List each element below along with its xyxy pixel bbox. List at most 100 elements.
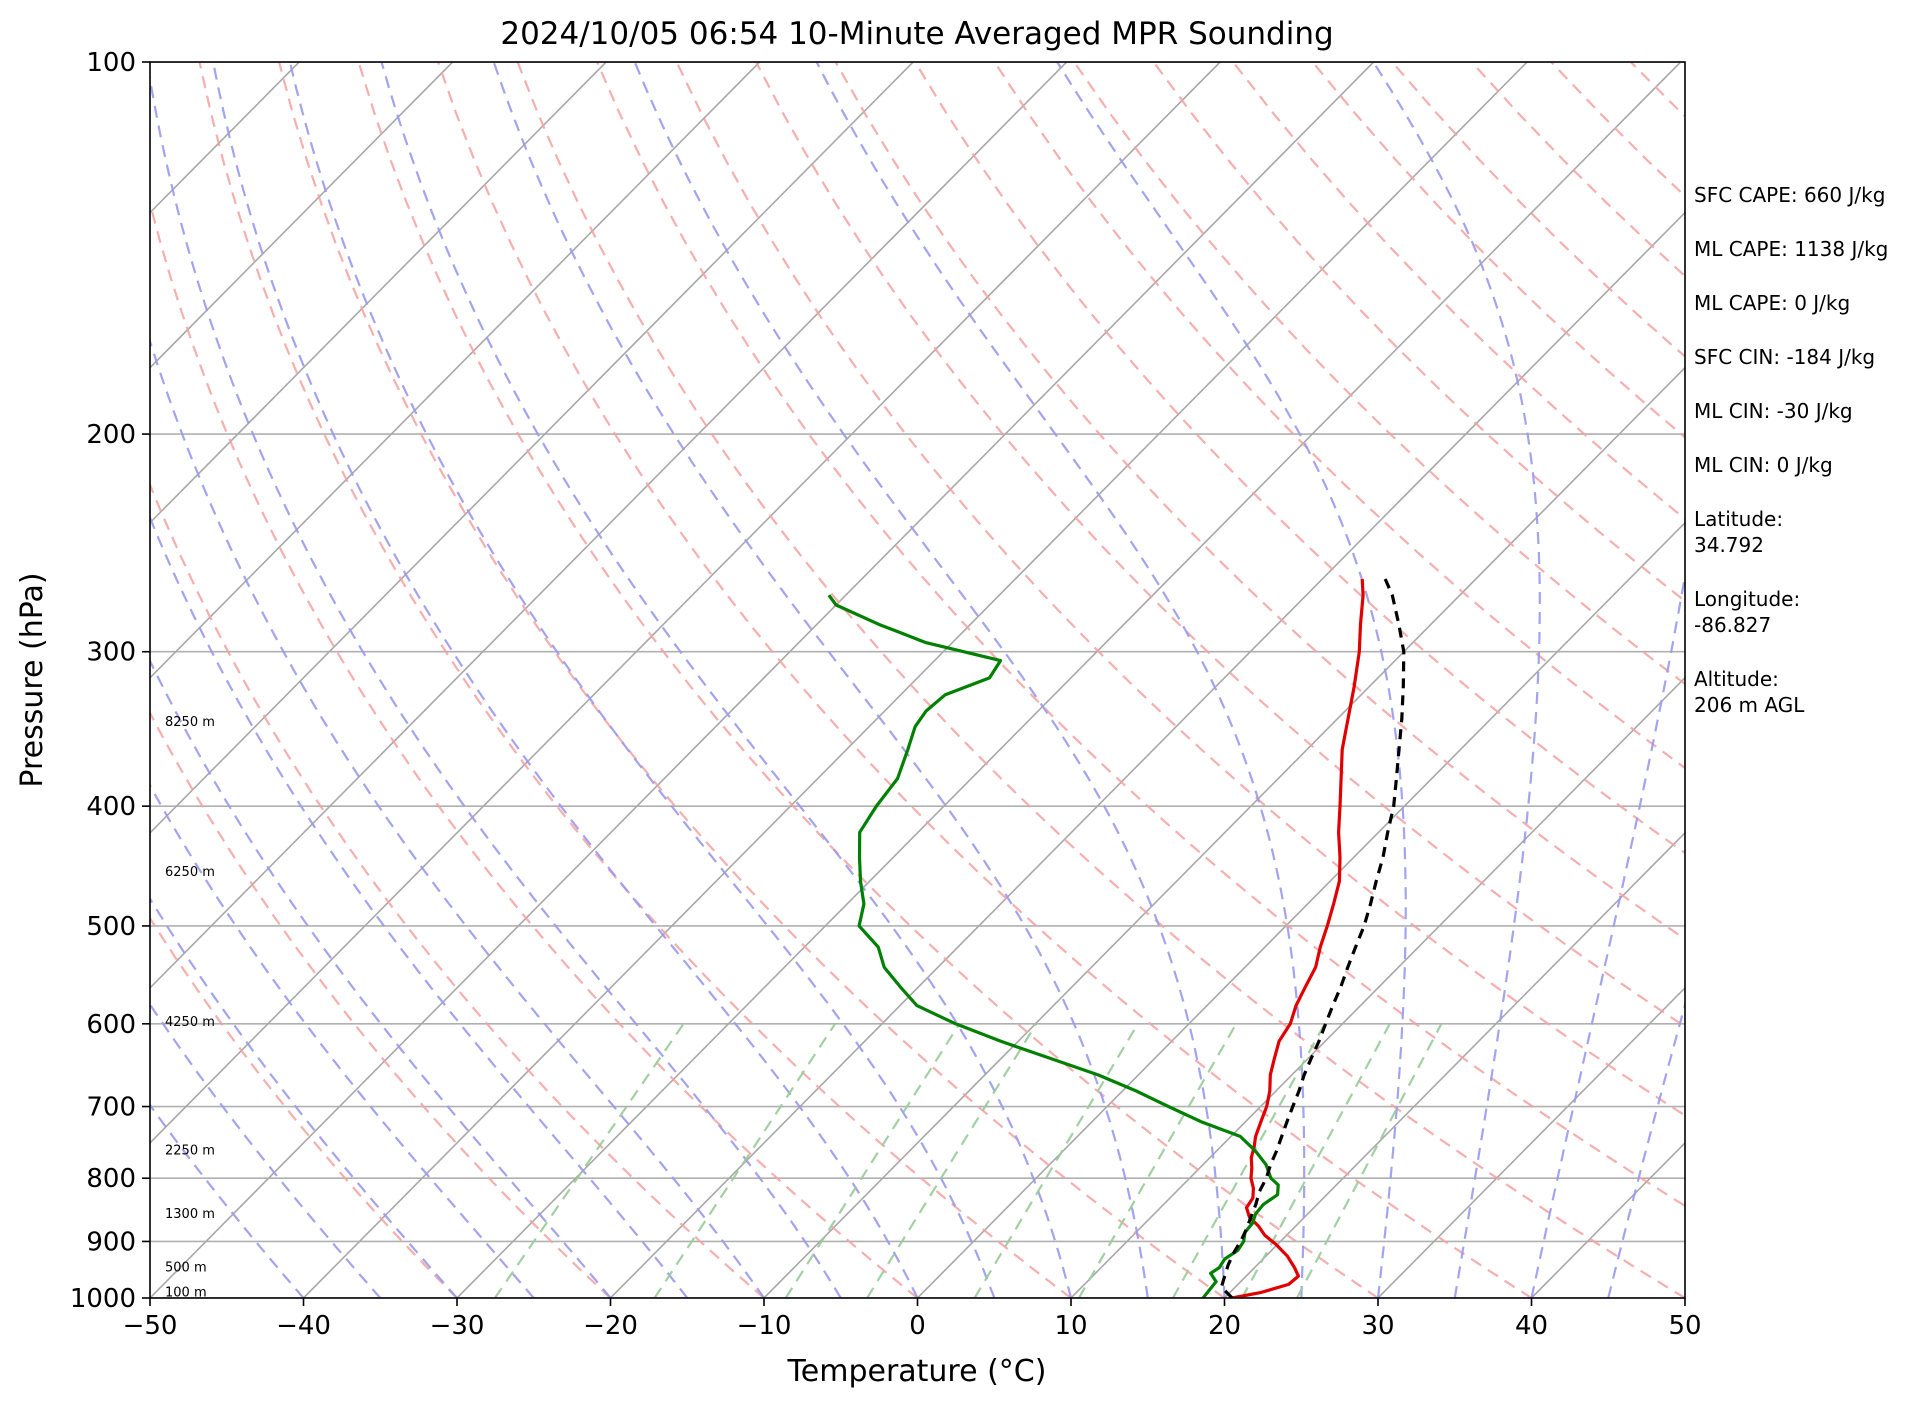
x-tick-label: −30 xyxy=(430,1311,485,1341)
info-value: 206 m AGL xyxy=(1694,693,1805,717)
info-item: ML CAPE: 0 J/kg xyxy=(1694,291,1850,315)
isotherm-line xyxy=(456,62,1682,1298)
y-tick-label: 200 xyxy=(86,420,136,450)
moist-adiabat-line xyxy=(1530,569,1685,1298)
x-tick-label: 50 xyxy=(1668,1311,1701,1341)
dry-adiabat-line xyxy=(993,62,1685,770)
mixing-ratio-line xyxy=(784,1023,961,1298)
height-label: 6250 m xyxy=(165,865,215,880)
x-tick-label: −20 xyxy=(583,1311,638,1341)
height-labels-layer: 100 m 500 m 1300 m 2250 m 4250 m 6250 m 8250 m xyxy=(165,715,215,1301)
moist-adiabat-line xyxy=(212,62,919,1298)
isotherm-line xyxy=(150,62,761,679)
mixing-ratio-line xyxy=(1241,1023,1391,1298)
dry-adiabat-line xyxy=(150,199,919,1298)
isotherm-line xyxy=(150,62,1221,1145)
dry-adiabat-line xyxy=(1152,62,1685,603)
info-value: 34.792 xyxy=(1694,533,1764,557)
isotherm-line xyxy=(150,62,607,524)
moist-adiabat-line xyxy=(492,62,1149,1298)
dry-adiabat-line xyxy=(150,481,765,1298)
y-tick-label: 400 xyxy=(86,792,136,822)
moist-adiabat-line xyxy=(380,62,1073,1298)
dry-adiabat-line xyxy=(1073,62,1685,686)
grid-layer xyxy=(150,62,1685,1298)
dry-adiabat-line xyxy=(150,916,458,1298)
moist-adiabat-line xyxy=(815,62,1306,1298)
isotherm-line xyxy=(1377,986,1685,1298)
dry-adiabat-line xyxy=(198,62,1072,1298)
moist-adiabat-line xyxy=(150,896,458,1298)
dry-adiabat-line xyxy=(150,710,612,1298)
x-axis-label: Temperature (°C) xyxy=(787,1354,1047,1389)
height-label: 500 m xyxy=(165,1261,207,1276)
y-tick-label: 1000 xyxy=(70,1284,136,1314)
info-item: Latitude: xyxy=(1694,507,1783,531)
x-tick-label: −10 xyxy=(737,1311,792,1341)
moist-adiabat-line xyxy=(150,1002,382,1298)
isotherm-line xyxy=(302,62,1528,1298)
moist-adiabat-line xyxy=(150,337,765,1298)
x-tick-label: −40 xyxy=(276,1311,331,1341)
reference-lines-layer xyxy=(150,62,1685,1298)
dry-adiabat-line xyxy=(357,62,1379,1298)
tick-layer: −50 −40 −30 −20 −10 0 10 20 30 40 50 100 200 300 400 50… xyxy=(70,48,1702,1341)
info-item: ML CAPE: 1138 J/kg xyxy=(1694,237,1888,261)
moist-adiabat-line xyxy=(1607,1000,1685,1298)
y-axis-label: Pressure (hPa) xyxy=(15,572,50,787)
mixing-ratio-line xyxy=(494,1023,685,1298)
info-item: SFC CIN: -184 J/kg xyxy=(1694,345,1875,369)
isotherm-line xyxy=(150,62,1375,1298)
isotherm-line xyxy=(150,62,454,369)
dewpoint-line xyxy=(827,594,1280,1298)
info-item: Altitude: xyxy=(1694,667,1779,691)
height-label: 8250 m xyxy=(165,715,215,730)
isotherm-line xyxy=(1223,831,1685,1298)
dry-adiabat-line xyxy=(278,62,1226,1298)
info-value: -86.827 xyxy=(1694,613,1771,637)
y-tick-label: 700 xyxy=(86,1093,136,1123)
x-tick-label: 0 xyxy=(909,1311,926,1341)
x-tick-label: 30 xyxy=(1361,1311,1394,1341)
isotherm-line xyxy=(916,521,1685,1298)
dry-adiabat-line xyxy=(834,62,1685,941)
y-tick-label: 500 xyxy=(86,912,136,942)
temperature-line xyxy=(1231,578,1365,1298)
mixing-ratio-line xyxy=(973,1023,1139,1298)
moist-adiabat-line xyxy=(1372,62,1541,1298)
dry-adiabat-line xyxy=(596,62,1685,1208)
info-item: Longitude: xyxy=(1694,587,1800,611)
moist-adiabat-line xyxy=(288,62,996,1298)
mixing-ratio-line xyxy=(1077,1023,1238,1298)
height-label: 2250 m xyxy=(165,1144,215,1159)
info-panel: SFC CAPE: 660 J/kg ML CAPE: 1138 J/kg ML C… xyxy=(1694,183,1888,717)
x-tick-label: 10 xyxy=(1054,1311,1087,1341)
moist-adiabat-line xyxy=(150,72,842,1298)
parcel-profile-line xyxy=(1219,578,1406,1298)
info-item: ML CIN: -30 J/kg xyxy=(1694,399,1853,423)
dry-adiabat-line xyxy=(914,62,1685,855)
isotherm-line xyxy=(150,62,914,834)
isotherm-line xyxy=(763,366,1685,1298)
mixing-ratio-line xyxy=(1296,1023,1443,1298)
data-layer xyxy=(827,578,1406,1298)
height-label: 4250 m xyxy=(165,1015,215,1030)
moist-adiabat-line xyxy=(1056,62,1407,1298)
info-item: ML CIN: 0 J/kg xyxy=(1694,453,1833,477)
mixing-ratio-line xyxy=(653,1023,837,1298)
isotherm-line xyxy=(150,62,1068,990)
y-tick-label: 600 xyxy=(86,1010,136,1040)
mixing-ratio-line xyxy=(1171,1023,1326,1298)
dry-adiabat-line xyxy=(675,62,1685,1117)
x-tick-label: −50 xyxy=(123,1311,178,1341)
isotherm-line xyxy=(609,211,1685,1298)
isotherm-line xyxy=(1070,676,1685,1298)
mixing-ratio-line xyxy=(866,1023,1038,1298)
x-tick-label: 20 xyxy=(1208,1311,1241,1341)
dry-adiabat-line xyxy=(516,62,1685,1298)
moist-adiabat-line xyxy=(633,62,1226,1298)
y-tick-label: 900 xyxy=(86,1227,136,1257)
info-item: SFC CAPE: 660 J/kg xyxy=(1694,183,1885,207)
